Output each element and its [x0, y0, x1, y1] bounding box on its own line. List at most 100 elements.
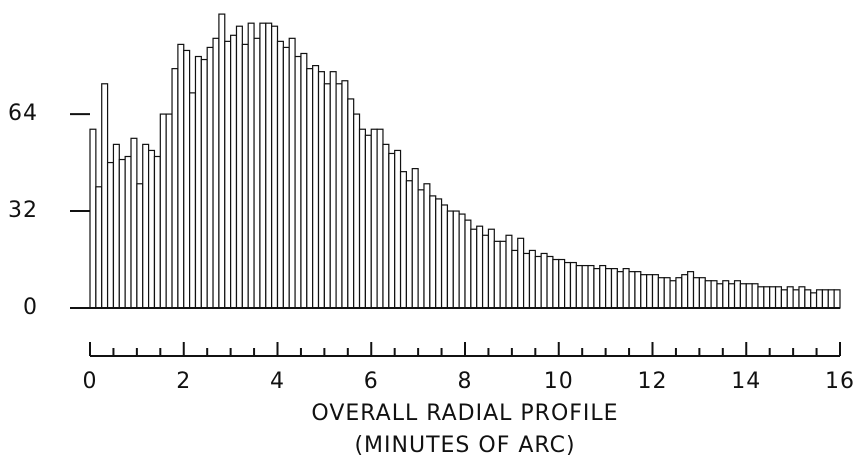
bar — [440, 204, 449, 309]
bar — [200, 58, 208, 309]
bar — [540, 252, 548, 309]
bar — [189, 92, 197, 309]
bar — [786, 286, 794, 309]
bar — [106, 161, 115, 309]
bar — [323, 83, 331, 309]
bar — [564, 261, 572, 309]
y-tick-label: 64 — [8, 101, 38, 126]
bar — [687, 271, 695, 309]
bar — [247, 22, 255, 309]
bar — [405, 180, 413, 309]
bar — [821, 289, 829, 309]
bar — [271, 25, 279, 309]
bar — [739, 283, 747, 309]
bar — [241, 43, 249, 309]
bar — [698, 277, 706, 309]
bar — [435, 198, 443, 309]
bar — [640, 274, 648, 309]
x-tick-label: 10 — [544, 369, 574, 394]
bar — [411, 168, 419, 309]
bar — [675, 277, 683, 309]
bar — [815, 289, 824, 309]
bar — [394, 149, 402, 309]
bar — [212, 37, 220, 309]
bar — [294, 55, 302, 309]
bar — [347, 98, 355, 309]
bar — [581, 264, 589, 309]
bar — [218, 13, 226, 309]
bar — [499, 240, 507, 309]
bar — [382, 143, 390, 309]
bar — [259, 22, 267, 309]
bar — [288, 37, 296, 309]
bar — [112, 143, 120, 309]
x-tick-label: 0 — [83, 369, 98, 394]
bar — [628, 271, 636, 309]
bar — [657, 277, 665, 309]
bar — [177, 43, 185, 309]
bar — [745, 283, 753, 309]
bar — [833, 289, 841, 309]
bar — [194, 55, 202, 309]
bar — [716, 283, 724, 309]
bar — [517, 237, 525, 309]
bar — [452, 210, 460, 309]
bar — [335, 83, 343, 309]
bar — [130, 137, 138, 309]
bar — [470, 228, 478, 309]
bar — [159, 113, 167, 309]
bar — [505, 234, 513, 309]
bar — [751, 283, 759, 309]
bar — [616, 271, 624, 309]
bar — [165, 113, 173, 309]
bar — [728, 283, 736, 309]
bar — [353, 113, 361, 309]
bar — [546, 255, 554, 309]
bar — [692, 277, 700, 309]
bar — [763, 286, 771, 309]
bar — [558, 258, 566, 309]
bar — [300, 52, 308, 309]
bar — [487, 228, 495, 309]
bar — [593, 268, 601, 309]
bar — [722, 280, 730, 309]
bar — [710, 280, 718, 309]
x-tick-label: 16 — [825, 369, 855, 394]
bar — [599, 264, 607, 309]
bar — [306, 68, 314, 309]
bar — [142, 143, 150, 309]
bar — [569, 261, 577, 309]
bar — [183, 49, 191, 309]
x-tick-label: 4 — [270, 369, 285, 394]
bar — [429, 195, 437, 309]
x-tick-label: 6 — [364, 369, 379, 394]
bar — [804, 289, 812, 309]
bar — [341, 80, 349, 309]
bar — [206, 46, 214, 309]
bar — [417, 189, 425, 309]
bar — [329, 71, 337, 309]
bar — [827, 289, 835, 309]
bar — [810, 292, 818, 309]
bar — [153, 155, 161, 309]
bar — [704, 280, 712, 309]
bar — [622, 268, 630, 309]
bar — [224, 40, 232, 309]
bar — [757, 286, 765, 309]
bar — [253, 37, 261, 309]
bar — [370, 128, 378, 309]
bar — [681, 274, 689, 309]
bar — [147, 149, 156, 309]
bar — [792, 289, 800, 309]
bar — [646, 274, 654, 309]
bar — [95, 186, 103, 309]
bar — [552, 258, 560, 309]
bar — [476, 225, 484, 309]
bar — [235, 25, 243, 309]
bar — [769, 286, 777, 309]
bar — [265, 22, 273, 309]
bar — [118, 158, 126, 309]
bar — [358, 128, 366, 309]
bar — [464, 219, 472, 309]
